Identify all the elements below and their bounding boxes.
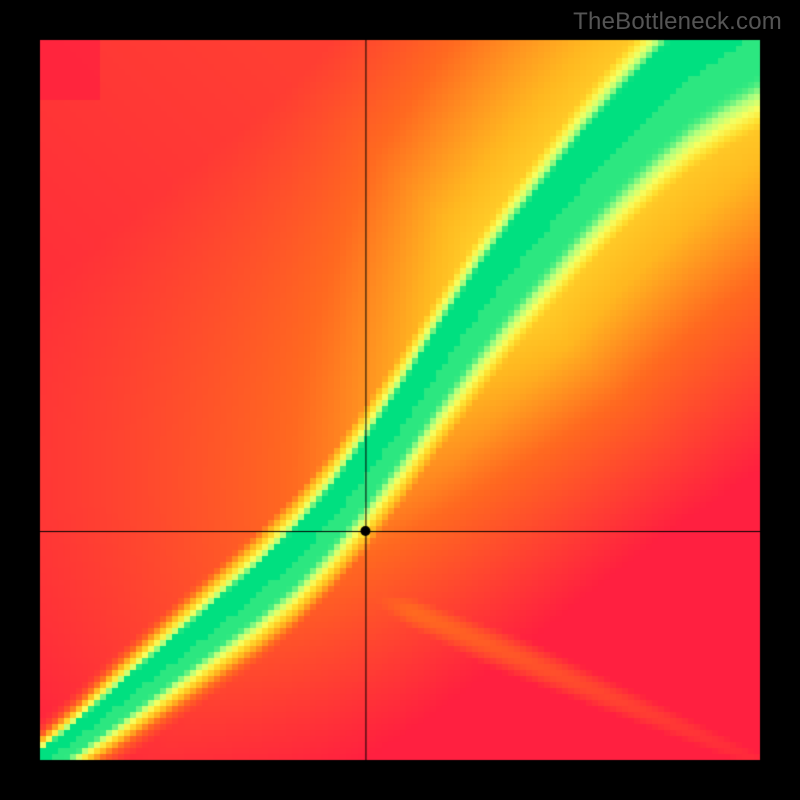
watermark-text: TheBottleneck.com <box>573 8 782 36</box>
heatmap-plot <box>0 0 800 800</box>
chart-container: TheBottleneck.com <box>0 0 800 800</box>
heatmap-canvas <box>0 0 800 800</box>
